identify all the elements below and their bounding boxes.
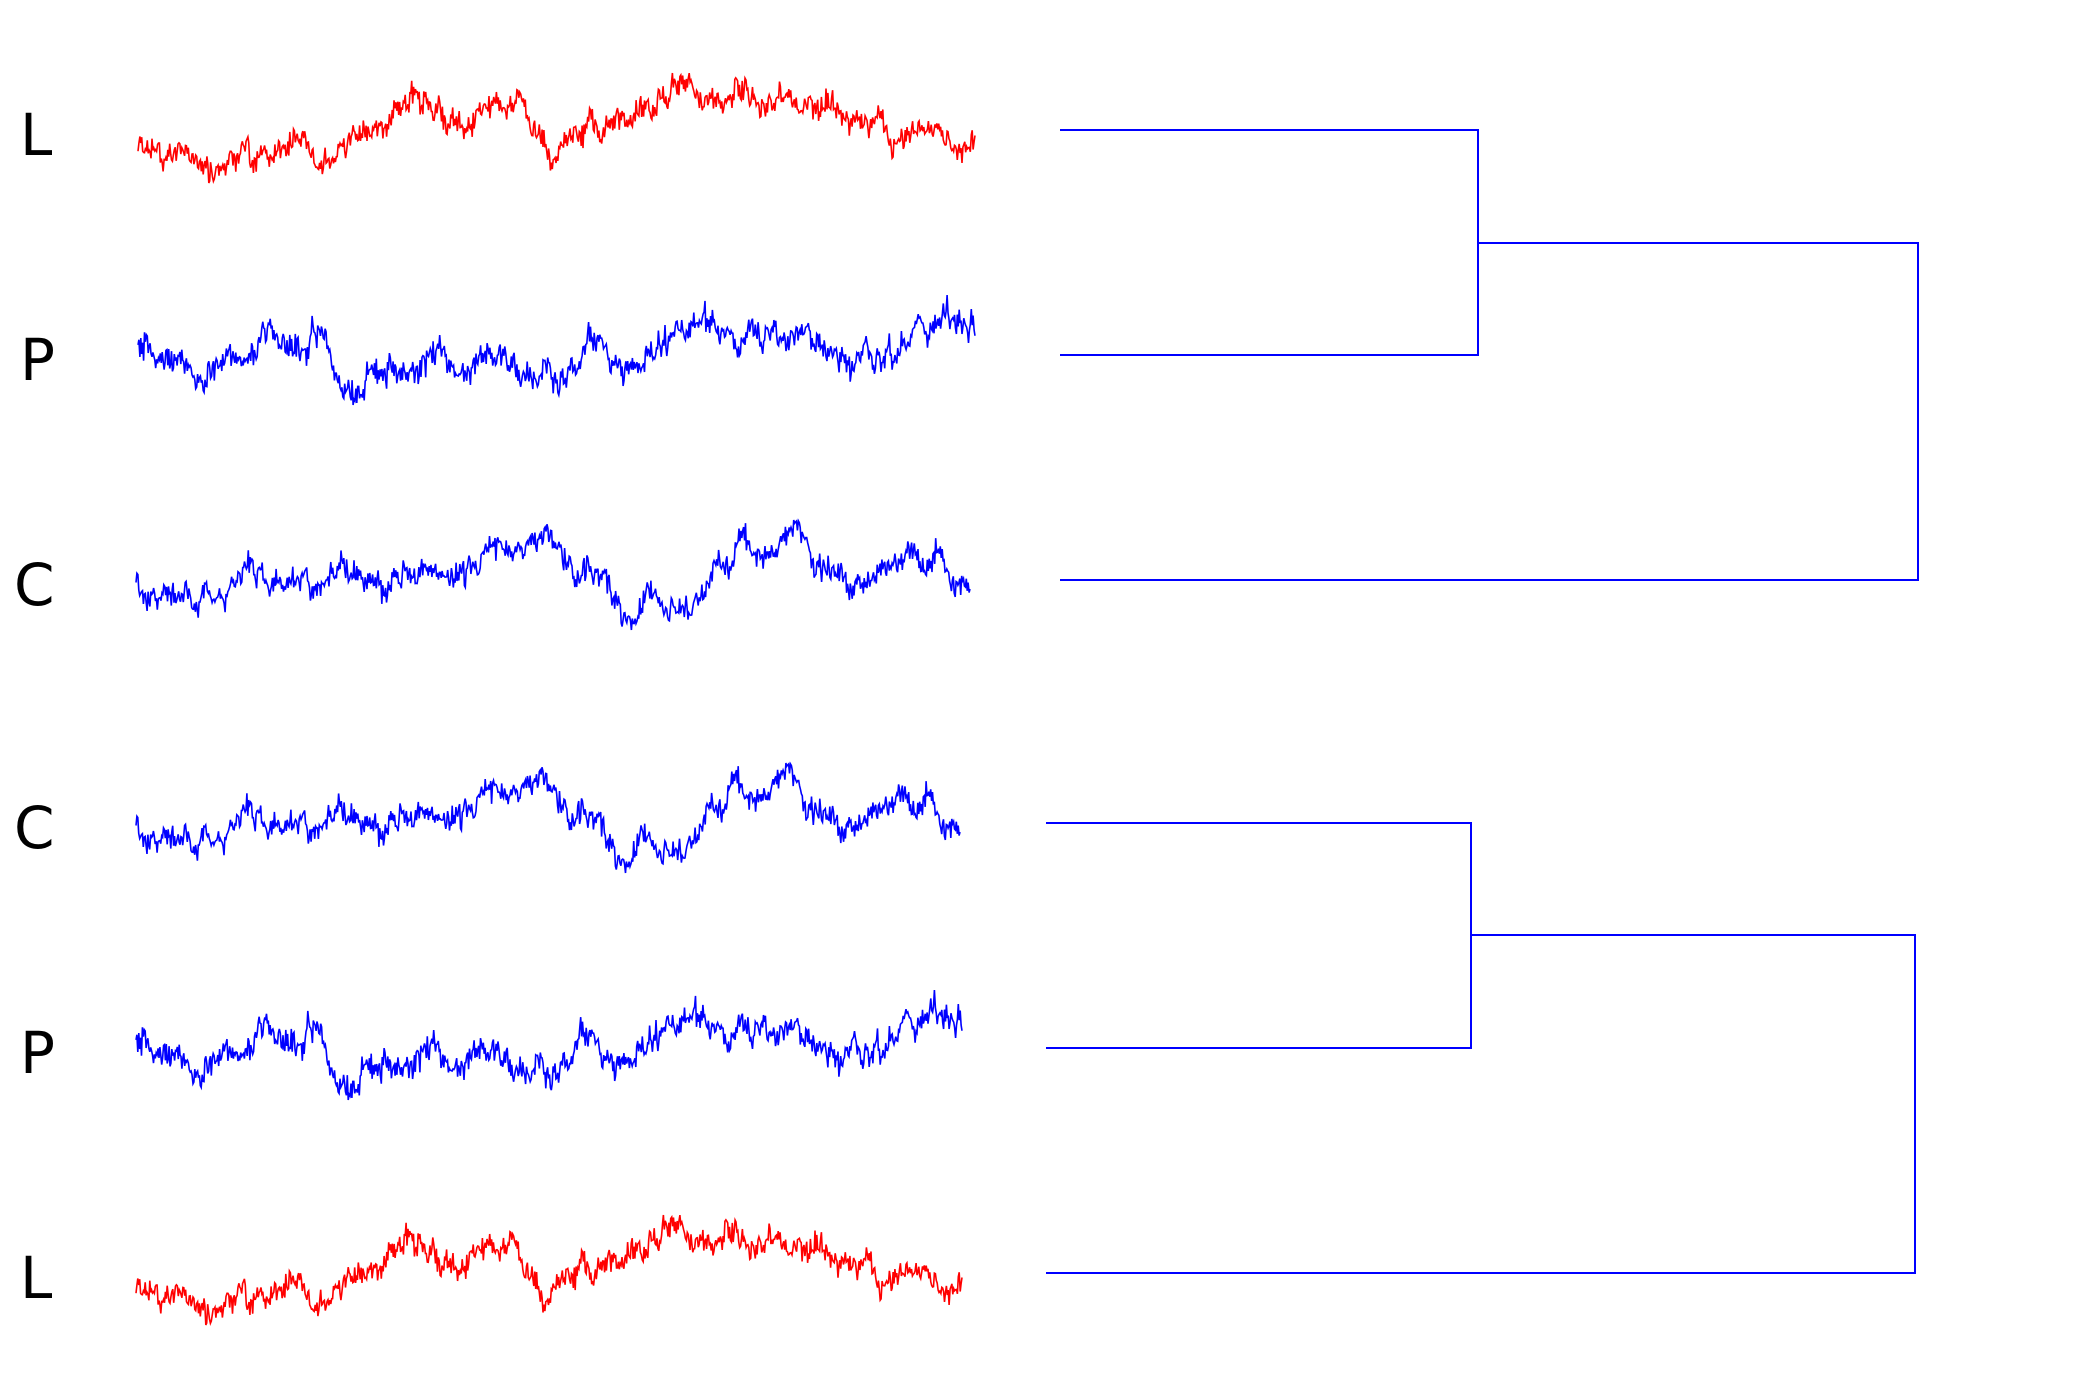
trace-top-1	[137, 72, 976, 185]
trace-bottom-1	[135, 761, 961, 874]
trace-bottom-2	[135, 989, 963, 1101]
trace-bottom-3	[135, 1214, 963, 1327]
dendrogram-bottom-link-2	[1046, 934, 1916, 1274]
dendrogram-top-link-1	[1060, 129, 1479, 356]
dendrogram-top	[1060, 129, 1919, 581]
row-label-bottom-3: L	[20, 1244, 52, 1312]
signal-traces	[135, 72, 976, 1327]
row-label-top-3: C	[14, 551, 55, 619]
trace-top-2	[137, 294, 976, 406]
trace-top-3	[135, 518, 971, 631]
row-label-bottom-2: P	[20, 1019, 55, 1087]
row-label-top-2: P	[20, 326, 55, 394]
dendrogram-bottom-link-1	[1046, 822, 1472, 1049]
dendrogram-bottom	[1046, 822, 1916, 1274]
dendrogram-top-link-2	[1060, 242, 1919, 581]
row-label-top-1: L	[20, 101, 52, 169]
row-label-bottom-1: C	[14, 794, 55, 862]
